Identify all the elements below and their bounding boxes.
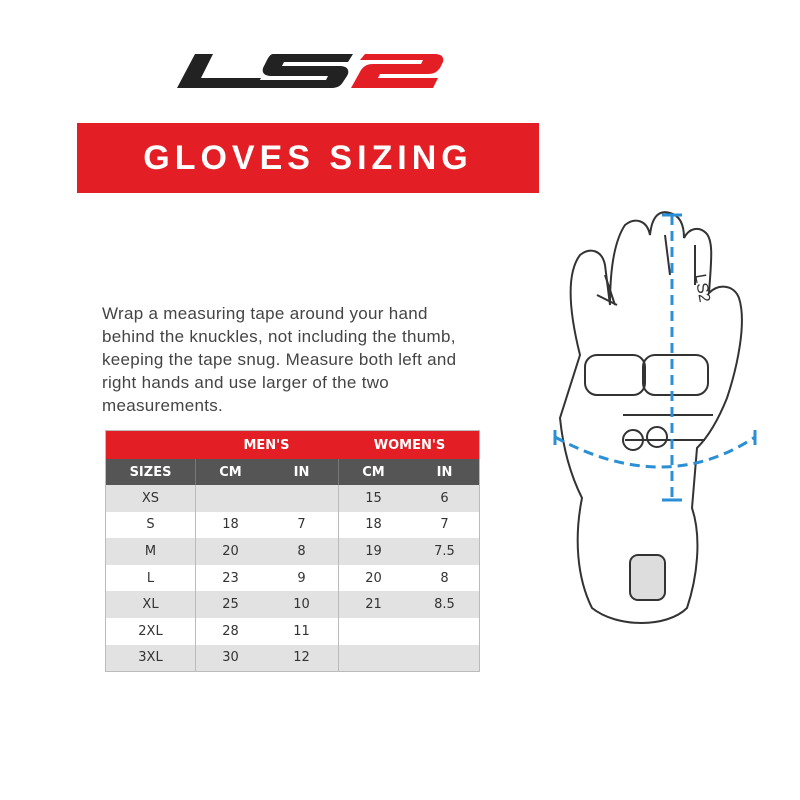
col-womens-cm: CM: [338, 459, 408, 485]
col-mens-in: IN: [293, 464, 310, 480]
cell-mens-in: [265, 485, 338, 512]
cell-mens-cm: [195, 485, 265, 512]
column-header-row: SIZES CM IN CM IN: [106, 459, 479, 485]
womens-group-header: WOMEN'S: [373, 437, 446, 453]
size-chart-table: MEN'S WOMEN'S SIZES CM IN CM IN XS 15 6 S 18…: [105, 430, 481, 673]
cell-womens-in: 7: [440, 517, 449, 533]
cell-mens-cm: 23: [195, 564, 265, 592]
measurement-lines: [554, 215, 756, 500]
cell-womens-cm: 19: [338, 538, 408, 565]
table-row: XS 15 6: [106, 485, 479, 512]
cell-mens-cm: 18: [195, 511, 265, 539]
table-row: L 23 9 20 8: [106, 564, 479, 592]
cell-size: XS: [141, 490, 160, 506]
cell-mens-in: 12: [293, 650, 310, 666]
cell-mens-in: 11: [293, 623, 310, 639]
cell-mens-cm: 20: [195, 538, 265, 565]
table-row: 3XL 30 12: [106, 644, 481, 672]
table-row: S 18 7 18 7: [106, 511, 479, 539]
cell-size: S: [146, 517, 155, 533]
cell-womens-cm: 18: [338, 511, 408, 539]
cell-womens-in: 8.5: [434, 597, 455, 613]
mens-group-header: MEN'S: [243, 437, 290, 453]
col-mens-cm: CM: [195, 459, 265, 485]
cell-mens-cm: 28: [195, 617, 265, 645]
cell-womens-cm: 20: [338, 564, 408, 592]
cell-womens-in: 8: [440, 570, 449, 586]
measuring-instructions: Wrap a measuring tape around your hand b…: [102, 304, 457, 415]
glove-ls2-text: LS2: [691, 273, 713, 304]
cell-womens-cm: [338, 644, 408, 672]
table-row: XL 25 10 21 8.5: [106, 591, 479, 618]
cell-womens-in: 6: [440, 490, 449, 506]
cell-mens-in: 9: [297, 570, 306, 586]
cell-womens-cm: 21: [338, 591, 408, 618]
group-header-row: MEN'S WOMEN'S: [106, 431, 479, 459]
cell-size: M: [144, 543, 157, 559]
cell-mens-in: 10: [293, 597, 310, 613]
col-womens-in: IN: [436, 464, 453, 480]
cell-womens-cm: [338, 617, 408, 645]
table-row: M 20 8 19 7.5: [106, 538, 479, 565]
ls2-logo: [177, 54, 444, 88]
cell-mens-in: 7: [297, 517, 306, 533]
cell-size: 3XL: [138, 650, 163, 666]
cell-mens-in: 8: [297, 543, 306, 559]
cell-size: L: [146, 570, 155, 586]
cell-womens-in: 7.5: [434, 543, 455, 559]
cell-womens-cm: 15: [338, 485, 408, 512]
col-sizes: SIZES: [129, 464, 172, 480]
cell-size: XL: [142, 597, 159, 613]
cell-mens-cm: 25: [195, 591, 265, 618]
cell-womens-in: [408, 618, 481, 645]
cell-size: 2XL: [138, 623, 163, 639]
gloves-sizing-banner: GLOVES SIZING: [77, 123, 539, 193]
glove-illustration: LS2: [553, 211, 757, 624]
cell-womens-in: [408, 645, 481, 672]
cell-mens-cm: 30: [195, 644, 265, 672]
table-row: 2XL 28 11: [106, 617, 481, 645]
